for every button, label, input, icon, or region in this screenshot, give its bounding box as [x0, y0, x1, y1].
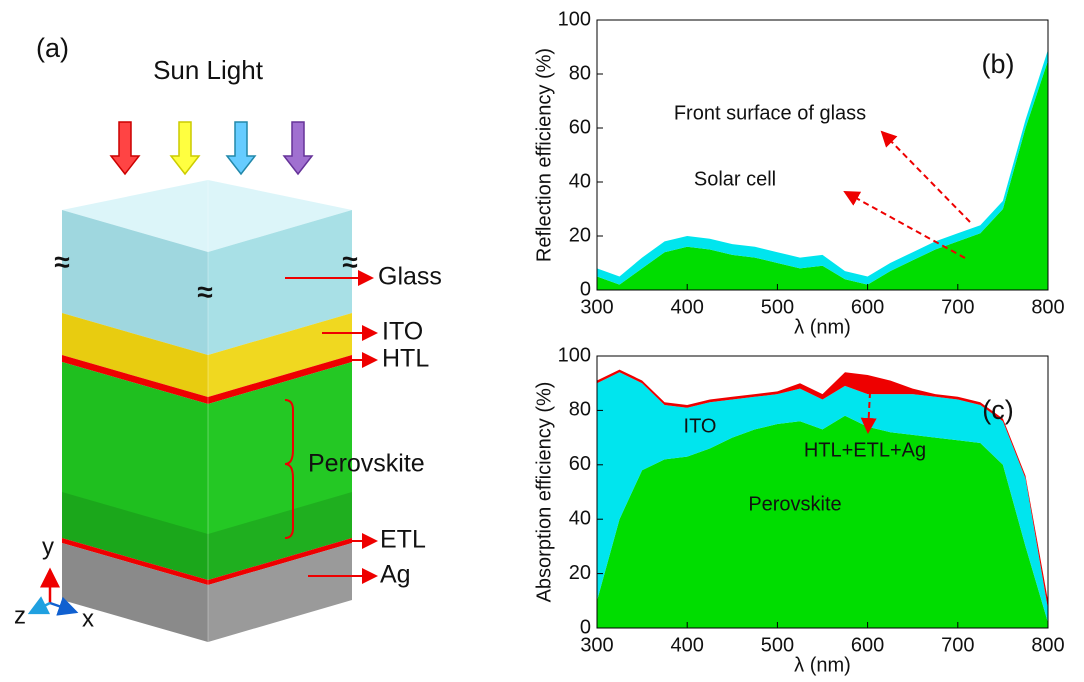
- x-tick-label: 500: [761, 634, 794, 656]
- y-tick-label: 0: [580, 278, 591, 300]
- chart: 0 20 40 60 80 100 300 400 500 600 700 800 λ (nm) Abso…: [533, 344, 1064, 676]
- layer-label: HTL: [382, 345, 429, 373]
- y-tick-label: 0: [580, 616, 591, 638]
- layer-pointers: [285, 270, 378, 584]
- series-annotation: Front surface of glass: [674, 102, 866, 124]
- x-tick-label: 800: [1031, 296, 1064, 318]
- area: [597, 372, 1048, 623]
- y-tick-label: 60: [569, 116, 591, 138]
- panel-label: (b): [982, 49, 1015, 79]
- layer-label: ITO: [382, 318, 423, 346]
- y-tick-label: 20: [569, 562, 591, 584]
- x-tick-label: 400: [671, 634, 704, 656]
- y-tick-label: 40: [569, 170, 591, 192]
- series-annotation: ITO: [684, 415, 717, 437]
- x-tick-label: 500: [761, 296, 794, 318]
- device-diagram: [27, 121, 378, 642]
- x-tick-label: 700: [941, 634, 974, 656]
- area: [597, 415, 1048, 628]
- x-tick-label: 600: [851, 296, 884, 318]
- y-tick-label: 60: [569, 453, 591, 475]
- layer-label: Ag: [380, 561, 411, 589]
- break-mark: ≈: [197, 276, 212, 307]
- x-axis-label: λ (nm): [794, 316, 851, 338]
- plot-frame: [596, 355, 1049, 629]
- layer-stack: [62, 180, 352, 642]
- annotation-arrow: [860, 391, 877, 434]
- x-tick-label: 600: [851, 634, 884, 656]
- plot-frame: [596, 19, 1049, 291]
- break-mark: ≈: [342, 246, 357, 277]
- y-tick-label: 40: [569, 507, 591, 529]
- x-tick-label: 300: [580, 296, 613, 318]
- chart: 0 20 40 60 80 100 300 400 500 600 700 800 λ (nm) Refl…: [533, 8, 1064, 338]
- layer-label: Glass: [378, 263, 442, 291]
- annotation-arrow: [880, 130, 971, 223]
- annotation-arrow: [843, 191, 966, 259]
- axis-letter: x: [82, 605, 94, 632]
- y-axis-label: Absorption efficiency (%): [533, 382, 555, 603]
- diagram-title: Sun Light: [153, 55, 264, 85]
- layer-label: Perovskite: [308, 450, 425, 478]
- panel-label: (c): [982, 395, 1013, 425]
- y-axis-label: Reflection efficiency (%): [533, 48, 555, 262]
- panel-label: (a): [36, 33, 69, 63]
- brace: [284, 399, 294, 539]
- series-annotation: Perovskite: [748, 493, 841, 515]
- y-tick-label: 100: [558, 8, 591, 30]
- axis-letter: y: [42, 533, 54, 560]
- coordinate-axes: [27, 567, 79, 616]
- x-tick-label: 700: [941, 296, 974, 318]
- x-axis-label: λ (nm): [794, 654, 851, 676]
- y-tick-label: 100: [558, 344, 591, 366]
- y-tick-label: 80: [569, 62, 591, 84]
- x-tick-label: 800: [1031, 634, 1064, 656]
- light-arrows: [109, 121, 314, 176]
- break-mark: ≈: [54, 246, 69, 277]
- area: [597, 60, 1048, 290]
- area: [597, 49, 1048, 285]
- y-tick-label: 20: [569, 224, 591, 246]
- x-tick-label: 300: [580, 634, 613, 656]
- layer-label: ETL: [380, 526, 426, 554]
- series-annotation: HTL+ETL+Ag: [804, 439, 926, 461]
- y-tick-label: 80: [569, 399, 591, 421]
- series-annotation: Solar cell: [694, 168, 776, 190]
- axis-letter: z: [14, 602, 26, 629]
- x-tick-label: 400: [671, 296, 704, 318]
